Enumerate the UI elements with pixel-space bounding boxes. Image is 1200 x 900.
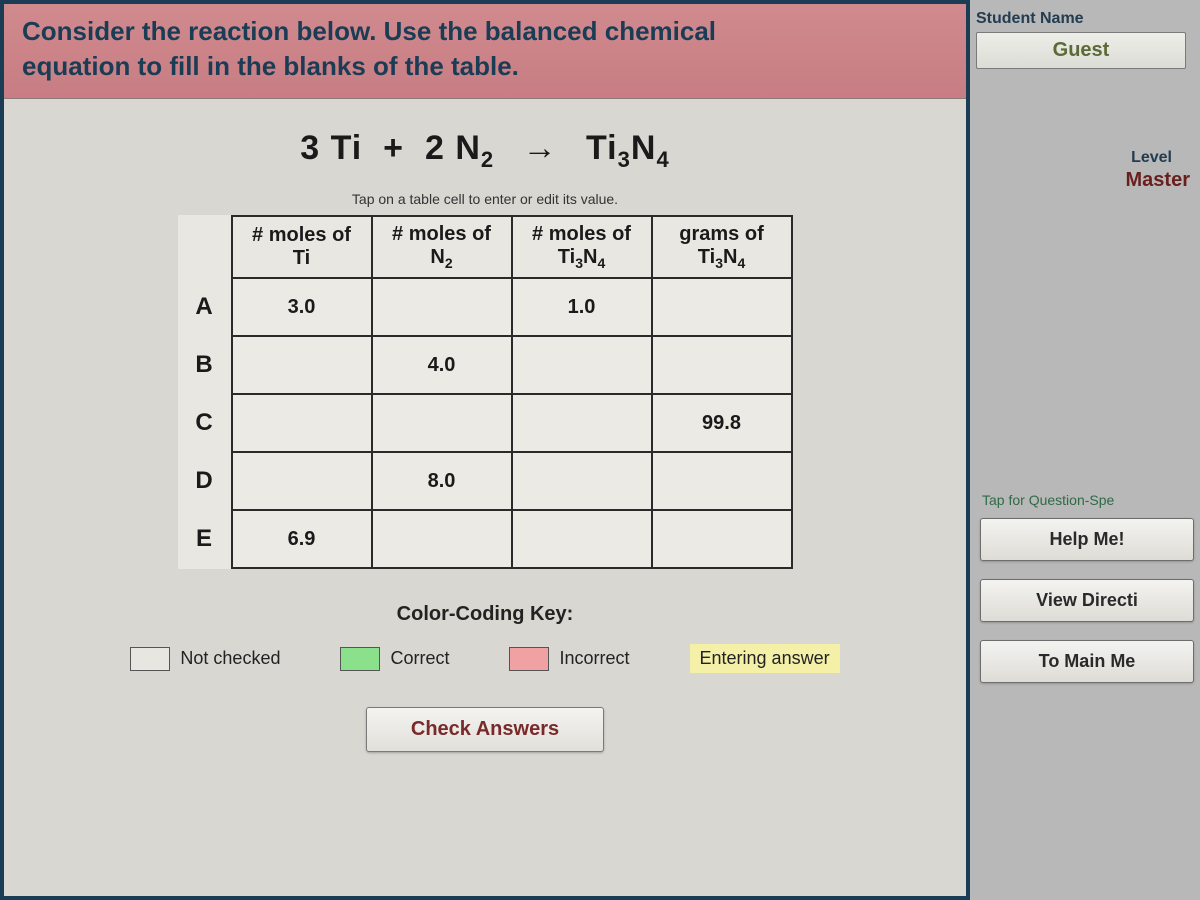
level-value: Master (976, 169, 1200, 192)
species-n: N (455, 129, 481, 167)
cell-e-ti[interactable]: 6.9 (232, 510, 372, 568)
key-correct: Correct (340, 647, 449, 671)
plus-sign: + (383, 129, 404, 167)
check-answers-button[interactable]: Check Answers (366, 707, 604, 752)
cell-c-ti[interactable] (232, 394, 372, 452)
table-row: B 4.0 (178, 336, 792, 394)
tap-for-help-text: Tap for Question-Spe (982, 492, 1200, 508)
col-header-moles-n2: # moles of N2 (372, 216, 512, 278)
coef-n2: 2 (425, 129, 445, 167)
cell-b-ti3n4[interactable] (512, 336, 652, 394)
row-label: A (178, 278, 232, 336)
product-ti: Ti (586, 129, 618, 167)
species-ti: Ti (331, 129, 363, 167)
data-table: # moles of Ti # moles of N2 # moles of T… (178, 215, 793, 569)
cell-d-ti3n4[interactable] (512, 452, 652, 510)
view-directions-button[interactable]: View Directi (980, 579, 1194, 622)
col-header-grams-ti3n4: grams of Ti3N4 (652, 216, 792, 278)
question-line1: Consider the reaction below. Use the bal… (22, 16, 716, 46)
cell-d-grams[interactable] (652, 452, 792, 510)
col-header-moles-ti: # moles of Ti (232, 216, 372, 278)
main-area: Consider the reaction below. Use the bal… (0, 0, 970, 900)
row-label: E (178, 510, 232, 568)
key-entering-label: Entering answer (690, 644, 840, 673)
cell-a-ti[interactable]: 3.0 (232, 278, 372, 336)
cell-c-n2[interactable] (372, 394, 512, 452)
side-panel: Student Name Guest Level Master Tap for … (970, 0, 1200, 900)
cell-b-n2[interactable]: 4.0 (372, 336, 512, 394)
sub-2: 2 (481, 147, 494, 172)
cell-e-n2[interactable] (372, 510, 512, 568)
student-name-label: Student Name (976, 10, 1200, 28)
product-sub3: 3 (618, 147, 631, 172)
cell-d-n2[interactable]: 8.0 (372, 452, 512, 510)
col-header-moles-ti3n4: # moles of Ti3N4 (512, 216, 652, 278)
to-main-menu-button[interactable]: To Main Me (980, 640, 1194, 683)
header-row: # moles of Ti # moles of N2 # moles of T… (178, 216, 792, 278)
key-not-checked: Not checked (130, 647, 280, 671)
cell-e-grams[interactable] (652, 510, 792, 568)
color-key-row: Not checked Correct Incorrect Entering a… (130, 644, 839, 673)
key-correct-label: Correct (390, 648, 449, 669)
content-area: 3 Ti + 2 N2 → Ti3N4 Tap on a table cell … (4, 99, 966, 762)
key-incorrect: Incorrect (509, 647, 629, 671)
cell-c-grams[interactable]: 99.8 (652, 394, 792, 452)
question-line2: equation to fill in the blanks of the ta… (22, 51, 519, 81)
row-label: C (178, 394, 232, 452)
key-title: Color-Coding Key: (397, 603, 574, 626)
product-n: N (631, 129, 657, 167)
table-row: C 99.8 (178, 394, 792, 452)
key-entering: Entering answer (690, 644, 840, 673)
key-incorrect-label: Incorrect (559, 648, 629, 669)
swatch-incorrect (509, 647, 549, 671)
swatch-not-checked (130, 647, 170, 671)
cell-b-grams[interactable] (652, 336, 792, 394)
coef-ti: 3 (300, 129, 320, 167)
level-label: Level (976, 149, 1200, 167)
arrow-icon: → (523, 129, 558, 168)
help-me-button[interactable]: Help Me! (980, 518, 1194, 561)
question-text: Consider the reaction below. Use the bal… (4, 4, 966, 99)
corner-cell (178, 216, 232, 278)
table-row: E 6.9 (178, 510, 792, 568)
cell-e-ti3n4[interactable] (512, 510, 652, 568)
cell-c-ti3n4[interactable] (512, 394, 652, 452)
cell-d-ti[interactable] (232, 452, 372, 510)
row-label: B (178, 336, 232, 394)
row-label: D (178, 452, 232, 510)
swatch-correct (340, 647, 380, 671)
table-row: D 8.0 (178, 452, 792, 510)
table-row: A 3.0 1.0 (178, 278, 792, 336)
product-sub4: 4 (656, 147, 669, 172)
chemical-equation: 3 Ti + 2 N2 → Ti3N4 (300, 129, 669, 173)
cell-a-grams[interactable] (652, 278, 792, 336)
cell-a-n2[interactable] (372, 278, 512, 336)
key-not-checked-label: Not checked (180, 648, 280, 669)
cell-b-ti[interactable] (232, 336, 372, 394)
student-name-value[interactable]: Guest (976, 32, 1186, 69)
cell-a-ti3n4[interactable]: 1.0 (512, 278, 652, 336)
hint-text: Tap on a table cell to enter or edit its… (352, 191, 618, 207)
